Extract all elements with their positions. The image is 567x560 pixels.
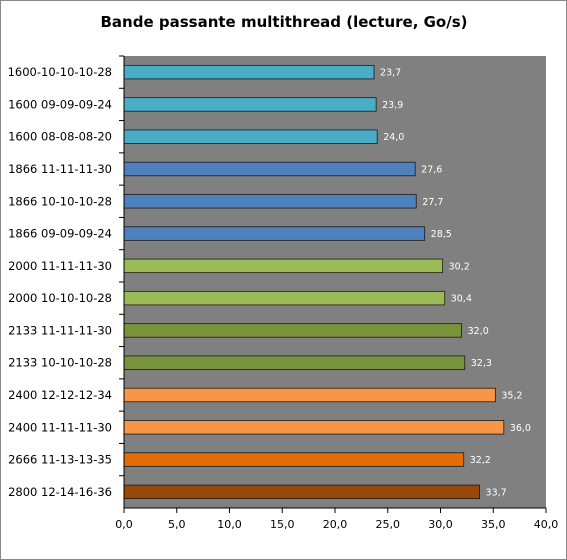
- category-label: 2666 11-13-13-35: [8, 453, 112, 467]
- category-label: 2800 12-14-16-36: [8, 485, 112, 499]
- data-label: 27,7: [422, 197, 443, 208]
- data-label: 32,0: [468, 326, 489, 337]
- data-label: 35,2: [501, 391, 522, 402]
- data-label: 32,2: [470, 455, 491, 466]
- x-tick-label: 0,0: [115, 518, 133, 531]
- category-label: 2000 10-10-10-28: [8, 291, 112, 305]
- data-label: 23,9: [382, 100, 403, 111]
- category-label: 1866 09-09-09-24: [8, 227, 112, 241]
- bar: [123, 258, 444, 274]
- bar: [123, 161, 416, 177]
- plot-area: [124, 56, 546, 508]
- category-label: 2400 11-11-11-30: [8, 420, 112, 434]
- data-labels-group: 23,7 23,9 24,0 27,6 27,7 28,5 30,2 30,4 32,0 32,3…: [380, 68, 531, 499]
- category-labels-group: 1600-10-10-10-28 1600 09-09-09-24 1600 08-…: [8, 55, 124, 499]
- data-label: 24,0: [383, 132, 404, 143]
- category-label: 1866 11-11-11-30: [8, 162, 112, 176]
- bar: [123, 129, 378, 144]
- bar: [123, 355, 466, 370]
- category-label: 1600-10-10-10-28: [8, 65, 112, 79]
- x-ticks-group: 0,0 5,0 10,0 15,0 20,0 25,0 30,0 35,0 40,0: [115, 508, 558, 531]
- data-label: 30,4: [451, 294, 472, 305]
- bar: [123, 452, 465, 467]
- x-tick-label: 10,0: [217, 518, 242, 531]
- data-label: 36,0: [510, 423, 531, 434]
- bar: [123, 97, 377, 112]
- category-label: 2133 11-11-11-30: [8, 323, 112, 337]
- x-tick-label: 20,0: [323, 518, 348, 531]
- bar: [123, 323, 463, 338]
- x-tick-label: 40,0: [534, 518, 559, 531]
- data-label: 23,7: [380, 68, 401, 79]
- x-tick-label: 15,0: [270, 518, 295, 531]
- category-label: 2000 11-11-11-30: [8, 259, 112, 273]
- x-tick-label: 35,0: [481, 518, 506, 531]
- bar: [123, 484, 480, 500]
- category-label: 2133 10-10-10-28: [8, 356, 112, 370]
- category-label: 2400 12-12-12-34: [8, 388, 112, 402]
- bar: [123, 290, 446, 306]
- data-label: 30,2: [449, 261, 470, 272]
- data-label: 32,3: [471, 358, 492, 369]
- data-label: 27,6: [421, 165, 442, 176]
- bar: [123, 420, 505, 435]
- x-tick-label: 5,0: [168, 518, 186, 531]
- data-label: 28,5: [431, 229, 452, 240]
- x-tick-label: 25,0: [376, 518, 401, 531]
- category-label: 1600 09-09-09-24: [8, 97, 112, 111]
- data-label: 33,7: [486, 487, 507, 498]
- bar: [123, 226, 426, 241]
- bar: [123, 387, 496, 403]
- chart-title: Bande passante multithread (lecture, Go/…: [101, 13, 468, 31]
- category-label: 1600 08-08-08-20: [8, 130, 112, 144]
- bar: [123, 194, 417, 209]
- x-tick-label: 30,0: [428, 518, 453, 531]
- bar: [123, 64, 375, 80]
- bars-group: [123, 64, 505, 500]
- category-label: 1866 10-10-10-28: [8, 194, 112, 208]
